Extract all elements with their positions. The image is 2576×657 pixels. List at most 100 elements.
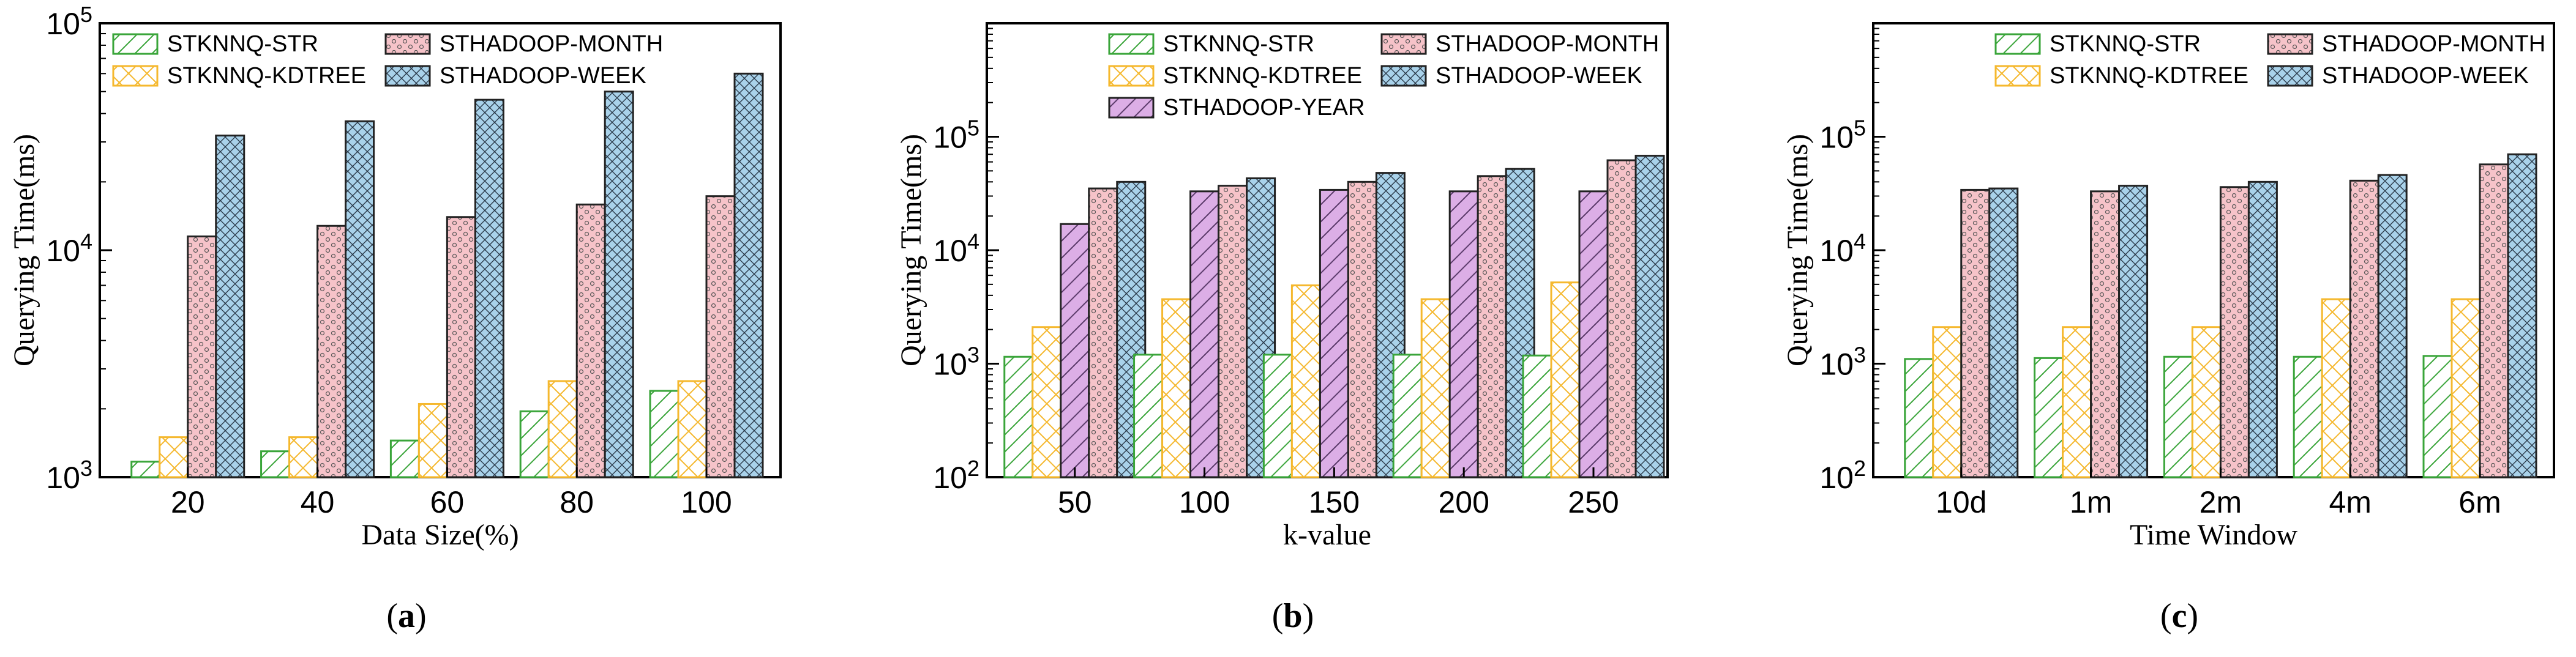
legend: STKNNQ-STR STKNNQ-KDTREE STHADOOP-YEAR STHA… [1108, 31, 1659, 121]
bar-stknnq-kdtree-20 [159, 436, 189, 478]
bar-sthadoop-month-150 [1347, 180, 1377, 478]
x-tick-label: 60 [430, 485, 465, 519]
bar-stknnq-str-50 [1003, 355, 1034, 478]
bar-sthadoop-week-60 [474, 98, 504, 478]
bar-sthadoop-week-2m [2247, 180, 2278, 478]
bar-sthadoop-year-250 [1578, 190, 1609, 478]
legend-swatch-stknnq-kdtree [1108, 65, 1155, 87]
bar-sthadoop-month-200 [1477, 175, 1507, 478]
y-tick-label: 105 [933, 116, 979, 155]
legend-swatch-stknnq-kdtree [1994, 65, 2041, 87]
x-tick-label: 50 [1058, 485, 1092, 519]
y-tick-label: 103 [1819, 343, 1866, 382]
legend-label-stknnq-kdtree: STKNNQ-KDTREE [1163, 63, 1362, 89]
chart-panel-a: 103 104 105 20 40 60 80 100 Data Size(%) Querying… [8, 2, 782, 551]
y-tick-label: 103 [933, 343, 979, 382]
bar-stknnq-kdtree-200 [1420, 298, 1451, 478]
chart-panel-c: 102 103 104 105 10d 1m 2m 4m 6m Time Window Queryi… [1781, 22, 2555, 551]
bar-sthadoop-month-100 [705, 195, 736, 478]
y-tick-label: 103 [46, 456, 92, 495]
y-axis-label: Querying Time(ms) [8, 134, 40, 366]
bar-stknnq-kdtree-2m [2191, 326, 2222, 478]
bar-sthadoop-year-50 [1060, 223, 1090, 478]
bar-sthadoop-month-250 [1606, 159, 1637, 478]
legend-swatch-stknnq-kdtree [112, 65, 159, 87]
legend-swatch-sthadoop-month [2267, 33, 2313, 55]
bar-sthadoop-year-150 [1319, 188, 1349, 478]
bar-stknnq-kdtree-10d [1932, 326, 1963, 478]
bar-stknnq-str-100 [1133, 354, 1164, 478]
x-tick-label: 100 [1179, 485, 1230, 519]
chart-panel-b: 102 103 104 105 50 100 150 200 250 k-value Queryin… [895, 22, 1669, 551]
bar-sthadoop-month-6m [2479, 163, 2509, 478]
bar-stknnq-str-250 [1522, 354, 1552, 478]
x-tick-label: 10d [1936, 485, 1986, 519]
legend-label-stknnq-kdtree: STKNNQ-KDTREE [167, 63, 366, 89]
legend-label-sthadoop-month: STHADOOP-MONTH [1436, 31, 1659, 57]
legend-swatch-sthadoop-week [384, 65, 431, 87]
bar-sthadoop-month-50 [1088, 187, 1118, 478]
legend-swatch-stknnq-str [1994, 33, 2041, 55]
x-tick-label: 6m [2458, 485, 2501, 519]
x-tick-label: 100 [681, 485, 732, 519]
legend-swatch-stknnq-str [112, 33, 159, 55]
panel-letter-a: a [398, 597, 415, 635]
x-axis-label: Data Size(%) [361, 519, 519, 551]
bar-stknnq-str-40 [260, 450, 291, 478]
y-tick-label: 104 [46, 229, 92, 268]
bar-sthadoop-month-40 [316, 225, 347, 478]
x-tick-label: 250 [1568, 485, 1619, 519]
bar-sthadoop-month-80 [575, 203, 606, 478]
x-tick-label: 150 [1309, 485, 1360, 519]
bar-stknnq-str-2m [2163, 355, 2193, 478]
bar-stknnq-kdtree-100 [677, 380, 708, 478]
panel-caption-a: (a) [386, 597, 427, 635]
legend-label-stknnq-str: STKNNQ-STR [2050, 31, 2201, 57]
bar-sthadoop-month-20 [187, 235, 217, 478]
bar-stknnq-kdtree-150 [1290, 284, 1321, 478]
legend-label-sthadoop-month: STHADOOP-MONTH [2322, 31, 2545, 57]
panel-letter-b: b [1283, 597, 1303, 635]
bar-stknnq-kdtree-1m [2062, 326, 2092, 478]
bar-stknnq-kdtree-80 [547, 380, 578, 478]
bar-stknnq-str-150 [1262, 354, 1293, 478]
bar-stknnq-str-6m [2422, 355, 2453, 478]
y-tick-label: 105 [1819, 116, 1866, 155]
bar-sthadoop-week-1m [2118, 185, 2149, 478]
x-tick-label: 1m [2070, 485, 2112, 519]
bar-sthadoop-week-40 [345, 120, 375, 478]
bar-sthadoop-week-20 [215, 135, 245, 478]
x-tick-label: 20 [171, 485, 205, 519]
bar-stknnq-str-80 [519, 410, 550, 478]
bar-sthadoop-week-10d [1988, 187, 2019, 478]
bar-sthadoop-year-100 [1189, 190, 1220, 478]
x-tick-label: 200 [1438, 485, 1489, 519]
legend-label-stknnq-kdtree: STKNNQ-KDTREE [2050, 63, 2248, 89]
legend-label-sthadoop-week: STHADOOP-WEEK [1436, 63, 1642, 89]
bar-stknnq-kdtree-60 [417, 403, 448, 478]
y-tick-label: 104 [1819, 229, 1866, 268]
bar-stknnq-str-100 [649, 390, 680, 478]
y-axis-label: Querying Time(ms) [1781, 134, 1814, 366]
x-tick-label: 4m [2329, 485, 2371, 519]
legend-swatch-sthadoop-month [384, 33, 431, 55]
bar-sthadoop-week-4m [2377, 174, 2408, 478]
y-tick-label: 102 [1819, 456, 1866, 495]
panel-letter-c: c [2171, 597, 2187, 635]
bar-stknnq-kdtree-100 [1161, 298, 1192, 478]
bar-sthadoop-week-250 [1634, 155, 1665, 478]
bar-sthadoop-week-100 [733, 72, 764, 478]
legend-swatch-sthadoop-week [1380, 65, 1427, 87]
bar-stknnq-str-60 [389, 439, 420, 478]
bar-stknnq-str-1m [2034, 357, 2064, 478]
x-tick-label: 2m [2200, 485, 2242, 519]
x-axis-label: k-value [1283, 519, 1371, 551]
bar-sthadoop-year-200 [1448, 190, 1479, 478]
x-tick-label: 80 [560, 485, 594, 519]
legend-label-sthadoop-year: STHADOOP-YEAR [1163, 95, 1365, 121]
panel-caption-c: (c) [2160, 597, 2199, 635]
legend-label-sthadoop-month: STHADOOP-MONTH [440, 31, 663, 57]
bar-stknnq-kdtree-40 [288, 436, 319, 478]
